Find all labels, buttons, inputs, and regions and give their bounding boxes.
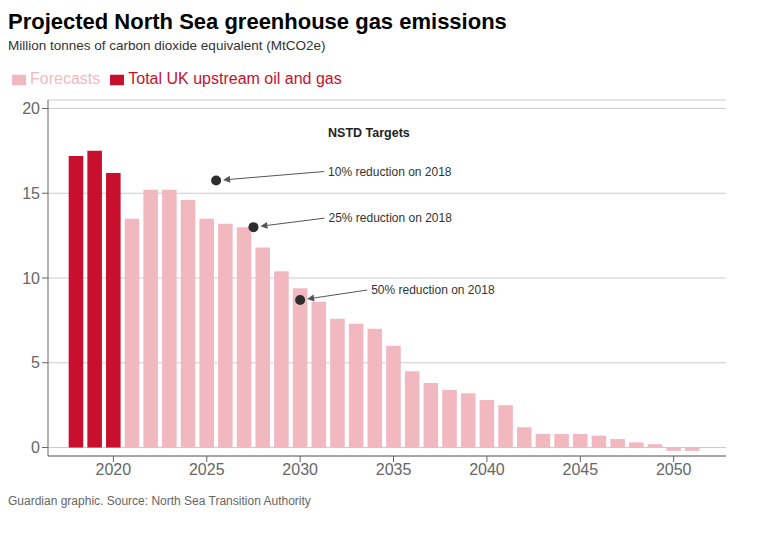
svg-text:2050: 2050 xyxy=(656,461,692,478)
svg-text:2035: 2035 xyxy=(376,461,412,478)
html-text:Total UK upstream oil and gas: Total UK upstream oil and gas xyxy=(128,70,342,87)
html-text:Guardian graphic. Source: Nort: Guardian graphic. Source: North Sea Tran… xyxy=(8,494,311,508)
svg-text:NSTD Targets: NSTD Targets xyxy=(328,126,410,140)
svg-text:2025: 2025 xyxy=(189,461,225,478)
html-text:Forecasts: Forecasts xyxy=(30,70,101,87)
svg-text:2040: 2040 xyxy=(469,461,505,478)
svg-text:2030: 2030 xyxy=(282,461,318,478)
svg-text:25% reduction on 2018: 25% reduction on 2018 xyxy=(328,211,452,225)
svg-text:0: 0 xyxy=(31,439,40,456)
svg-text:10: 10 xyxy=(22,270,40,287)
svg-text:2020: 2020 xyxy=(96,461,132,478)
svg-text:2045: 2045 xyxy=(563,461,599,478)
svg-text:15: 15 xyxy=(22,185,40,202)
svg-text:10% reduction on 2018: 10% reduction on 2018 xyxy=(328,165,452,179)
html-text:Projected North Sea greenhouse: Projected North Sea greenhouse gas emiss… xyxy=(8,9,507,34)
svg-text:5: 5 xyxy=(31,354,40,371)
svg-text:20: 20 xyxy=(22,100,40,117)
html-text:Million tonnes of carbon dioxi: Million tonnes of carbon dioxide equival… xyxy=(8,38,326,53)
svg-text:50% reduction on 2018: 50% reduction on 2018 xyxy=(371,283,495,297)
